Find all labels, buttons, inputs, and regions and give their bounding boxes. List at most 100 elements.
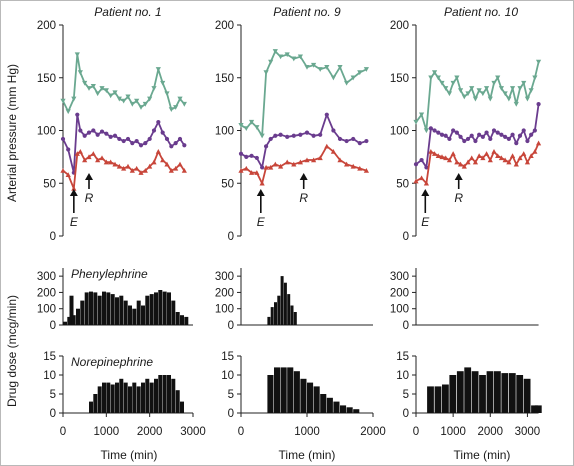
norepinephrine-patient-1-y-tick-label: 5 <box>50 389 56 401</box>
mean-point <box>499 132 504 137</box>
diastolic-point <box>147 163 153 169</box>
diastolic-point <box>418 175 425 181</box>
norepinephrine-patient-9-bar <box>300 378 307 413</box>
systolic-point <box>443 86 449 91</box>
diastolic-point <box>71 185 77 191</box>
pressure-patient-10-y-tick-label: 50 <box>396 178 409 190</box>
diastolic-point <box>74 151 80 156</box>
norepinephrine-patient-10-y-tick-label: 5 <box>403 389 409 401</box>
pressure-patient-1-title: Patient no. 1 <box>94 5 161 19</box>
norepinephrine-patient-1-x-tick-label: 0 <box>60 426 66 438</box>
systolic-point <box>254 125 260 130</box>
phenylephrine-patient-1-y-tick-label: 0 <box>50 320 56 332</box>
systolic-point <box>238 123 244 128</box>
phenylephrine-patient-9-bar <box>290 305 294 325</box>
norepinephrine-patient-9-bar <box>346 407 353 413</box>
phenylephrine-patient-1-bar <box>80 300 85 325</box>
mean-point <box>130 141 135 146</box>
pressure-patient-9-y-tick-label: 150 <box>215 73 234 85</box>
mean-point <box>143 141 148 146</box>
systolic-point <box>495 75 501 81</box>
mean-point <box>477 132 482 137</box>
phenylephrine-patient-1-bar <box>93 292 98 325</box>
norepinephrine-patient-10-bar <box>427 386 434 413</box>
mean-point <box>278 132 283 137</box>
diastolic-point <box>521 151 527 156</box>
mean-point <box>521 128 526 133</box>
systolic-point <box>278 54 284 60</box>
norepinephrine-patient-9-bar <box>280 367 287 413</box>
phenylephrine-patient-1-bar <box>89 291 93 325</box>
time-axis-label-col1: Time (min) <box>101 448 158 462</box>
mean-point <box>78 128 83 133</box>
systolic-point <box>60 98 66 104</box>
norepinephrine-patient-10-y-tick-label: 10 <box>396 370 409 382</box>
pressure-patient-9-mean-line <box>240 113 367 169</box>
systolic-point <box>480 91 486 97</box>
systolic-point <box>291 56 297 62</box>
mean-point <box>331 128 336 133</box>
norepinephrine-patient-1-bar <box>149 382 154 413</box>
norepinephrine-patient-10-x-tick-label: 0 <box>413 426 419 438</box>
phenylephrine-patient-1-bar <box>119 295 124 325</box>
mean-point <box>324 112 329 117</box>
norepinephrine-patient-9-x-tick-label: 0 <box>238 426 244 438</box>
systolic-point <box>450 80 456 86</box>
norepinephrine-patient-10-bar <box>434 386 442 413</box>
diastolic-point <box>268 164 274 170</box>
norepinephrine-patient-10-bar <box>494 371 501 413</box>
mean-point <box>112 133 118 138</box>
mean-point <box>177 136 183 142</box>
systolic-point <box>160 80 166 86</box>
norepinephrine-patient-10-y-tick-label: 0 <box>403 408 409 420</box>
norepinephrine-patient-9-y-tick-label: 10 <box>221 370 234 382</box>
systolic-point <box>311 62 317 68</box>
diastolic-point <box>344 161 350 167</box>
mean-point <box>104 131 109 136</box>
mean-point <box>462 138 467 144</box>
diastolic-point <box>142 167 148 173</box>
systolic-point <box>147 96 153 102</box>
norepinephrine-patient-1-bar <box>180 401 184 413</box>
systolic-point <box>259 133 265 139</box>
mean-point <box>173 141 178 146</box>
pressure-patient-9-y-tick-label: 50 <box>221 178 234 190</box>
norepinephrine-patient-1-drug-label: Norepinephrine <box>71 355 153 369</box>
mean-point <box>95 132 100 137</box>
norepinephrine-patient-1-bar <box>167 375 171 413</box>
norepinephrine-patient-1-bar <box>93 394 98 413</box>
mean-point <box>337 136 343 142</box>
pressure-patient-9-annotation-R: R <box>299 191 308 205</box>
diastolic-point <box>535 140 542 146</box>
mean-point <box>117 136 122 142</box>
mean-point <box>260 165 265 170</box>
phenylephrine-patient-10-y-tick-label: 100 <box>390 304 409 316</box>
mean-point <box>86 130 92 135</box>
mean-point <box>238 151 244 156</box>
mean-point <box>344 138 349 144</box>
pressure-patient-10-annotation-E: E <box>421 215 430 229</box>
diastolic-point <box>472 159 479 165</box>
diastolic-point <box>487 157 493 163</box>
systolic-point <box>151 86 157 91</box>
mean-point <box>298 132 303 137</box>
mean-point <box>439 132 445 137</box>
diastolic-point <box>181 167 187 173</box>
diastolic-point <box>443 155 449 161</box>
phenylephrine-patient-1-bar <box>84 292 89 325</box>
norepinephrine-patient-9-y-tick-label: 0 <box>228 408 234 420</box>
systolic-point <box>524 96 531 102</box>
systolic-point <box>350 75 356 81</box>
pressure-patient-10-arrowhead-R <box>454 173 463 180</box>
pressure-patient-1-y-tick-label: 100 <box>37 126 56 138</box>
systolic-point <box>513 101 519 107</box>
norepinephrine-patient-10-bar <box>501 373 509 413</box>
norepinephrine-patient-9-bar <box>267 375 274 413</box>
phenylephrine-patient-1-bar <box>123 300 128 325</box>
diastolic-point <box>509 153 516 159</box>
norepinephrine-patient-9-bar <box>326 397 333 413</box>
pressure-axis-label: Arterial pressure (mm Hg) <box>5 64 19 202</box>
norepinephrine-patient-10-bar <box>531 405 538 413</box>
systolic-point <box>469 86 475 91</box>
systolic-point <box>491 80 497 86</box>
